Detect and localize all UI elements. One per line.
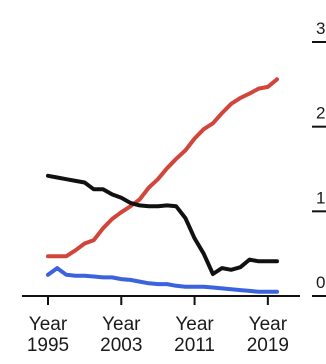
y-tick-label: 2 [316, 104, 325, 123]
x-tick-label-line2: 1995 [27, 335, 69, 356]
series-line-2 [46, 266, 279, 294]
series-line-0 [46, 77, 279, 259]
y-tick-label: 0 [316, 273, 325, 292]
x-tick-label-line1: Year [175, 314, 214, 335]
y-tick-label: 1 [316, 188, 325, 207]
x-tick-label-line2: 2019 [247, 335, 289, 356]
x-tick-label-line2: 2003 [100, 335, 142, 356]
series-layer [46, 77, 279, 294]
x-tick-label-line1: Year [102, 314, 141, 335]
y-axis: 0 1 2 3 [312, 19, 326, 297]
series-line-1 [46, 173, 279, 276]
x-tick-label: Year 2011 [174, 314, 215, 356]
x-tick-label: Year 1995 [27, 314, 69, 356]
x-tick-label: Year 2019 [247, 314, 289, 356]
x-tick-label-line1: Year [249, 314, 288, 335]
x-tick-label-line2: 2011 [174, 335, 215, 356]
x-tick-label: Year 2003 [100, 314, 142, 356]
y-tick-label: 3 [316, 19, 325, 38]
x-tick-label-line1: Year [29, 314, 68, 335]
